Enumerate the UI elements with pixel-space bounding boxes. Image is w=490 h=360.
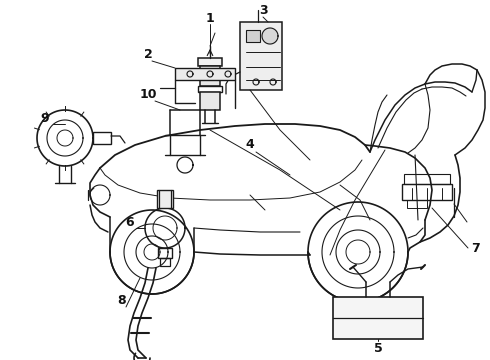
Polygon shape	[198, 58, 222, 66]
Polygon shape	[157, 190, 173, 208]
Text: 9: 9	[41, 112, 49, 125]
Polygon shape	[200, 66, 220, 86]
Polygon shape	[333, 297, 423, 339]
Polygon shape	[200, 92, 220, 110]
Text: 10: 10	[139, 89, 157, 102]
Text: 1: 1	[206, 12, 215, 24]
Text: 6: 6	[126, 216, 134, 229]
Polygon shape	[175, 68, 235, 80]
Text: 4: 4	[245, 139, 254, 152]
Text: 7: 7	[470, 242, 479, 255]
Text: 2: 2	[144, 49, 152, 62]
Polygon shape	[240, 22, 282, 90]
Text: 8: 8	[118, 293, 126, 306]
Polygon shape	[262, 28, 278, 44]
Text: 3: 3	[259, 4, 268, 17]
Text: 5: 5	[374, 342, 382, 355]
Polygon shape	[246, 30, 260, 42]
